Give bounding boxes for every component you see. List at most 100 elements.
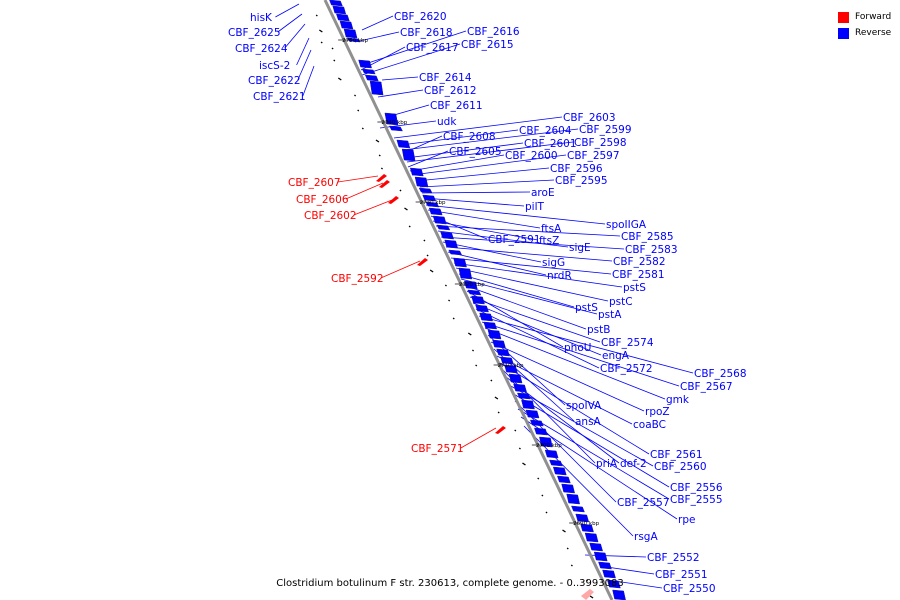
- gene-label: CBF_2583: [625, 244, 678, 256]
- gene-label-leader: [405, 142, 524, 159]
- gene-label: CBF_2605: [449, 146, 502, 158]
- gene-label: CBF_2617: [406, 42, 459, 54]
- gene-label: CBF_2612: [424, 85, 477, 97]
- forward-gene-label-leader: [337, 175, 379, 183]
- reverse-gene-feature: [602, 569, 616, 579]
- reverse-gene-feature: [471, 295, 485, 305]
- gene-label-leader: [472, 302, 602, 356]
- reverse-gene-feature: [436, 224, 451, 231]
- backbone-dot: [357, 109, 360, 112]
- gene-label: ftsA: [541, 223, 562, 235]
- legend-reverse-swatch: [838, 27, 849, 39]
- gene-label-leader: [447, 251, 547, 276]
- backbone-dot: [378, 154, 381, 157]
- gene-label-leader: [514, 400, 617, 503]
- gene-label: coaBC: [633, 419, 666, 431]
- reverse-gene-feature: [428, 207, 443, 216]
- gene-label-leader: [517, 408, 670, 500]
- gene-label: sigE: [569, 242, 591, 254]
- backbone-dot: [320, 41, 323, 44]
- gene-label-leader: [508, 384, 654, 467]
- gene-label-leader: [469, 296, 601, 343]
- gene-label: CBF_2615: [461, 39, 514, 51]
- backbone-dot: [361, 127, 364, 130]
- gene-label: CBF_2624: [235, 43, 288, 55]
- tick-label: 2720 kbp: [459, 282, 485, 288]
- gene-label: rpoZ: [645, 406, 670, 418]
- backbone-dot: [408, 225, 411, 228]
- forward-gene-feature: [417, 258, 428, 266]
- gene-label: CBF_2618: [400, 27, 453, 39]
- gene-label-leader: [432, 220, 539, 241]
- reverse-gene-feature: [364, 74, 379, 82]
- gene-label: iscS-2: [259, 60, 290, 72]
- backbone-dot: [333, 59, 336, 62]
- backbone-dot: [331, 47, 334, 50]
- gene-label: CBF_2611: [430, 100, 483, 112]
- gene-label: pstA: [598, 309, 622, 321]
- backbone-dot: [448, 299, 451, 302]
- gene-label: CBF_2561: [650, 449, 703, 461]
- reverse-gene-feature: [440, 231, 455, 240]
- gene-label: nrdR: [547, 270, 572, 282]
- gene-label-leader: [275, 3, 300, 18]
- reverse-gene-feature: [575, 513, 590, 523]
- reverse-gene-feature: [389, 125, 403, 132]
- backbone-dot: [467, 332, 472, 336]
- gene-label-leader: [393, 116, 563, 139]
- reverse-gene-feature: [521, 399, 535, 410]
- gene-label: CBF_2597: [567, 150, 620, 162]
- gene-label: engA: [602, 350, 630, 362]
- backbone-dot: [490, 379, 493, 382]
- gene-label-leader: [361, 15, 394, 31]
- gene-label-leader: [354, 31, 400, 43]
- tick-label: 2700 kbp: [536, 443, 562, 449]
- backbone-dot: [522, 462, 526, 466]
- backbone-dot: [452, 317, 455, 320]
- gene-label: CBF_2581: [612, 269, 665, 281]
- gene-label: gmk: [666, 394, 690, 406]
- tick-label: 2690 kbp: [573, 521, 599, 527]
- forward-gene-feature: [376, 174, 387, 182]
- backbone-dot: [444, 284, 447, 287]
- reverse-gene-feature: [414, 176, 429, 188]
- gene-label-leader: [460, 278, 598, 315]
- reverse-gene-feature: [369, 80, 384, 96]
- gene-label: CBF_2567: [680, 381, 733, 393]
- reverse-gene-feature: [422, 194, 437, 202]
- gene-label: CBF_2603: [563, 112, 616, 124]
- legend-reverse: Reverse: [838, 25, 891, 41]
- gene-label-leader: [440, 236, 625, 250]
- gene-label: priA: [596, 458, 618, 470]
- tick-label: 2750 kbp: [342, 38, 368, 44]
- gene-label: CBF_2560: [654, 461, 707, 473]
- backbone-dot: [375, 139, 380, 143]
- reverse-gene-feature: [508, 373, 523, 384]
- forward-gene-feature: [388, 196, 399, 204]
- gene-label: phoU: [564, 342, 591, 354]
- backbone-dot: [426, 254, 429, 257]
- gene-label-leader: [490, 341, 645, 412]
- gene-label: CBF_2595: [555, 175, 608, 187]
- reverse-gene-feature: [504, 364, 518, 374]
- backbone-dot: [472, 349, 475, 352]
- reverse-gene-feature: [492, 339, 506, 349]
- gene-label-leader: [377, 89, 424, 98]
- reverse-gene-feature: [566, 493, 581, 505]
- reverse-gene-feature: [463, 280, 478, 290]
- reverse-gene-feature: [483, 321, 498, 330]
- gene-label: CBF_2552: [647, 552, 700, 564]
- reverse-gene-feature: [448, 249, 463, 256]
- reverse-gene-feature: [396, 139, 411, 149]
- gene-label: CBF_2622: [248, 75, 301, 87]
- forward-gene-label: CBF_2606: [296, 194, 349, 206]
- reverse-gene-feature: [339, 20, 354, 30]
- gene-label: CBF_2614: [419, 72, 472, 84]
- backbone-dot: [545, 511, 548, 514]
- gene-label: pstB: [587, 324, 610, 336]
- reverse-gene-feature: [557, 475, 571, 484]
- backbone-dot: [541, 494, 544, 497]
- gene-label: CBF_2585: [621, 231, 674, 243]
- legend-reverse-label: Reverse: [855, 28, 892, 38]
- gene-label-leader: [297, 49, 312, 81]
